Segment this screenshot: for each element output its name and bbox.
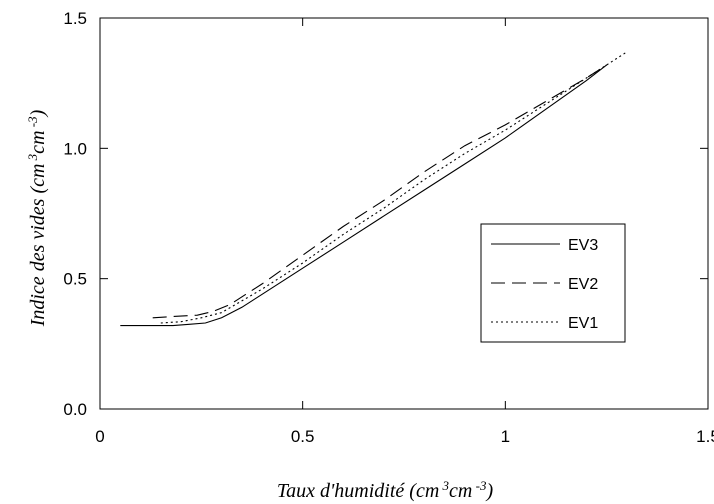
series-layer: [120, 51, 628, 327]
series-line-ev1: [160, 51, 628, 324]
legend-label-ev3: EV3: [568, 237, 598, 254]
series-line-ev3: [120, 64, 608, 327]
y-axis-title: Indice des vides (cm 3cm -3): [25, 109, 50, 327]
y-tick-label: 0.0: [63, 400, 87, 419]
x-tick-label: 1: [501, 427, 510, 446]
x-tick-label: 0: [95, 427, 104, 446]
tick-layer: 0 0.5 1 1.5 0.0 0.5 1.0 1.5: [63, 9, 714, 446]
x-axis-title: Taux d'humidité (cm 3cm -3): [277, 478, 494, 503]
y-tick-label: 0.5: [63, 270, 87, 289]
legend-label-ev2: EV2: [568, 276, 598, 293]
series-line-ev2: [152, 64, 607, 319]
plot-area-frame: [99, 17, 709, 410]
legend-label-ev1: EV1: [568, 315, 598, 332]
y-tick-label: 1.0: [63, 139, 87, 158]
legend: EV3 EV2 EV1: [480, 223, 626, 343]
x-tick-label: 1.5: [696, 427, 714, 446]
y-tick-label: 1.5: [63, 9, 87, 28]
x-tick-label: 0.5: [291, 427, 315, 446]
